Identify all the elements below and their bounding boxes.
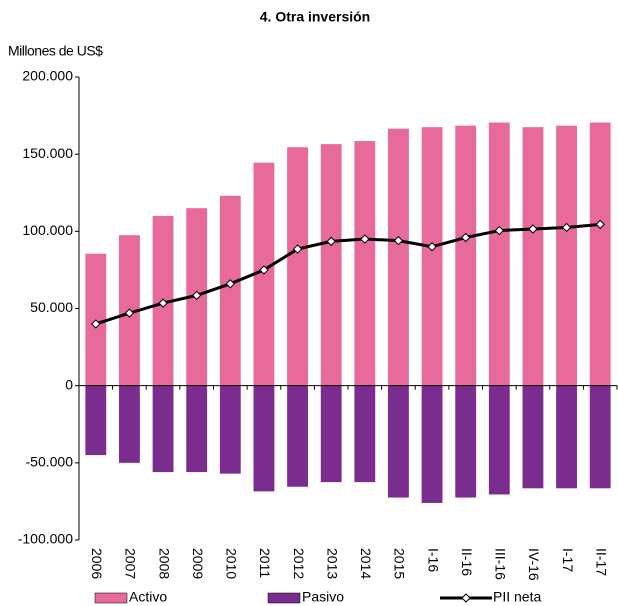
x-tick-label: I-16 <box>425 548 441 572</box>
legend-swatch <box>267 592 301 604</box>
x-tick-label: I-17 <box>560 548 576 572</box>
marker <box>595 219 605 230</box>
y-tick-label: 100.000 <box>22 222 73 238</box>
bar <box>186 385 208 473</box>
bar <box>219 195 241 386</box>
y-tick-label: 0 <box>65 376 73 392</box>
x-tick-label: 2008 <box>156 548 172 579</box>
marker <box>259 265 269 275</box>
marker <box>561 222 572 233</box>
marker <box>225 279 236 289</box>
legend-label: Pasivo <box>302 589 344 605</box>
y-tick-label: -50.000 <box>26 454 74 470</box>
marker <box>393 235 404 246</box>
x-tick-label: II-17 <box>593 548 609 576</box>
bar <box>320 385 342 483</box>
y-tick-label: -100.000 <box>18 531 73 547</box>
legend-marker <box>461 593 471 603</box>
marker <box>427 242 437 252</box>
marker <box>360 234 370 244</box>
marker <box>326 236 336 247</box>
x-tick-label: 2015 <box>392 548 408 579</box>
x-tick-label: III-16 <box>493 548 509 580</box>
y-tick-label: 200.000 <box>22 68 73 84</box>
x-tick-label: 2006 <box>89 548 105 579</box>
bar <box>354 385 376 483</box>
x-tick-label: 2012 <box>291 548 307 579</box>
y-axis-label: Millones de US$ <box>8 43 103 59</box>
legend-label: PII neta <box>493 589 541 605</box>
x-tick-label: 2011 <box>257 548 273 578</box>
legend-label: Activo <box>129 589 167 605</box>
bar <box>522 127 544 386</box>
legend-swatch <box>94 592 128 604</box>
marker <box>460 232 471 243</box>
line <box>95 222 601 326</box>
marker <box>528 224 538 234</box>
marker <box>292 244 303 254</box>
bar <box>522 385 544 489</box>
bar <box>421 127 443 386</box>
y-tick-label: 150.000 <box>22 145 73 161</box>
bar <box>287 147 308 386</box>
marker <box>191 290 202 301</box>
y-tick-label: 50.000 <box>30 299 73 315</box>
bar <box>152 385 174 473</box>
bar <box>589 122 611 386</box>
bar <box>455 125 477 386</box>
bar <box>287 385 308 487</box>
x-tick-label: 2013 <box>324 548 340 579</box>
bar <box>219 385 241 474</box>
marker <box>124 308 135 318</box>
bar <box>320 144 342 386</box>
bar <box>488 385 510 495</box>
bar <box>388 128 409 386</box>
marker <box>494 225 505 236</box>
bar <box>253 385 275 492</box>
chart-title: 4. Otra inversión <box>260 9 370 25</box>
x-tick-label: 2007 <box>123 548 139 579</box>
bar <box>455 385 477 498</box>
bar <box>388 385 409 498</box>
bar <box>488 122 510 386</box>
x-tick-label: 2010 <box>224 548 240 579</box>
bar <box>556 125 577 386</box>
x-tick-label: IV-16 <box>526 548 542 581</box>
bar <box>556 385 577 489</box>
marker <box>158 298 168 308</box>
bar <box>354 141 376 386</box>
bar <box>119 385 140 463</box>
bar <box>589 385 611 489</box>
marker <box>91 319 101 329</box>
x-tick-label: II-16 <box>459 548 475 576</box>
bar <box>85 385 107 456</box>
x-tick-label: 2014 <box>358 548 374 579</box>
x-tick-label: 2009 <box>190 548 206 579</box>
bar <box>421 385 443 503</box>
